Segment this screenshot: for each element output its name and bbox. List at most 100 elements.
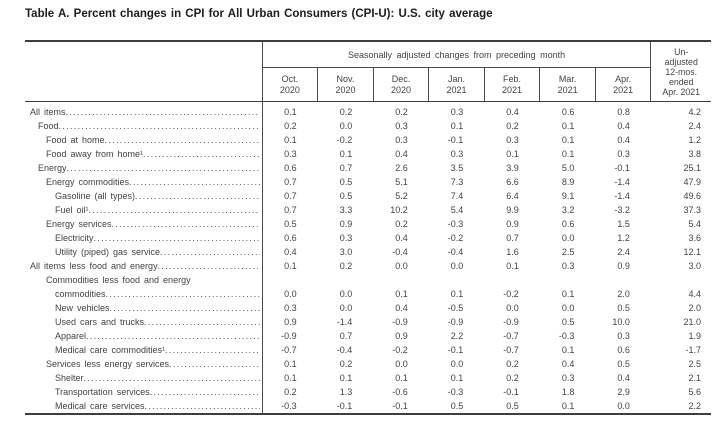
value-cell: -0.1 xyxy=(447,345,464,355)
value-cell: 0.3 xyxy=(284,149,297,159)
value-cell: 2.0 xyxy=(617,289,630,299)
row-label: Energy services xyxy=(46,219,112,229)
row-label: Commodities less food and energy xyxy=(46,275,191,285)
table-row: Energy services 0.5 0.9 0.2 -0.3 0.9 0.6 1.5 5.4 xyxy=(25,217,711,231)
value-cell: 0.3 xyxy=(561,261,575,271)
row-label-line: Food xyxy=(25,119,261,133)
value-cell: 37.3 xyxy=(683,205,701,215)
value-cell: 0.2 xyxy=(339,261,353,271)
value-cell: 0.7 xyxy=(506,233,519,243)
row-label-cell: Fuel oil¹ xyxy=(25,203,263,217)
dot-leader xyxy=(105,133,260,147)
value-cell: 0.3 xyxy=(617,149,630,159)
value-cell: 0.1 xyxy=(284,107,297,117)
value-cell: 0.2 xyxy=(284,387,297,397)
value-cell: 0.0 xyxy=(395,359,408,369)
row-label: Food away from home¹ xyxy=(46,149,144,159)
row-label-cell: New vehicles xyxy=(25,301,263,315)
dot-leader xyxy=(129,175,260,189)
value-cell: 2.0 xyxy=(688,303,701,313)
table-row: Electricity 0.6 0.3 0.4 -0.2 0.7 0.0 1.2 3.6 xyxy=(25,231,711,245)
value-cell: 2.5 xyxy=(561,247,575,257)
value-cell: 0.7 xyxy=(284,205,297,215)
value-cell: 0.3 xyxy=(395,135,408,145)
value-cell: 2.1 xyxy=(688,373,701,383)
value-cell: 0.3 xyxy=(450,107,464,117)
value-cell: 0.4 xyxy=(395,303,408,313)
row-label: All items xyxy=(30,107,66,117)
row-label: New vehicles xyxy=(55,303,110,313)
value-cell: 0.0 xyxy=(561,303,575,313)
value-cell: 0.5 xyxy=(339,177,353,187)
value-cell: 0.5 xyxy=(450,401,464,411)
value-cell: 0.1 xyxy=(284,135,297,145)
value-cell: 0.7 xyxy=(339,163,353,173)
value-cell: -0.2 xyxy=(503,289,519,299)
value-cell: 0.4 xyxy=(617,121,630,131)
dot-leader xyxy=(94,231,260,245)
value-cell: 5.1 xyxy=(395,177,408,187)
row-label-cell: Energy xyxy=(25,161,263,175)
row-label: All items less food and energy xyxy=(30,261,158,271)
row-label-line: Medical care services xyxy=(25,399,261,413)
row-label-cell: Used cars and trucks xyxy=(25,315,263,329)
value-cell: 0.0 xyxy=(450,359,464,369)
value-cell: 0.0 xyxy=(339,303,353,313)
row-label: Shelter xyxy=(55,373,84,383)
value-cell: 0.0 xyxy=(284,289,297,299)
row-label-line: All items xyxy=(25,105,261,119)
table-row: Energy commodities 0.7 0.5 5.1 7.3 6.6 8.9 -1.4… xyxy=(25,175,711,189)
value-cell: -0.3 xyxy=(447,219,464,229)
value-cell: 4.2 xyxy=(688,107,701,117)
value-cell: 0.5 xyxy=(506,401,519,411)
row-label-cell: Gasoline (all types) xyxy=(25,189,263,203)
row-label-cell: Electricity xyxy=(25,231,263,245)
value-cell: 0.4 xyxy=(561,359,575,369)
table-row: Food at home 0.1 -0.2 0.3 -0.1 0.3 0.1 0.4 1.2 xyxy=(25,133,711,147)
value-cell: 3.0 xyxy=(339,247,353,257)
value-cell: -0.4 xyxy=(336,345,353,355)
row-label-cell: All items xyxy=(25,101,263,119)
value-cell: 1.8 xyxy=(561,387,575,397)
value-cell: 0.3 xyxy=(395,121,408,131)
value-cell: 0.6 xyxy=(561,219,575,229)
value-cell: 0.9 xyxy=(617,261,630,271)
value-cell: -0.1 xyxy=(447,135,464,145)
value-cell: 1.2 xyxy=(688,135,701,145)
table-row: Food away from home¹ 0.3 0.1 0.4 0.3 0.1 0.1 0.… xyxy=(25,147,711,161)
value-cell: 0.2 xyxy=(506,121,519,131)
row-label-line: Transportation services xyxy=(25,385,261,399)
row-label-cell: All items less food and energy xyxy=(25,259,263,273)
row-label-cell: Medical care commodities¹ xyxy=(25,343,263,357)
value-cell: 0.1 xyxy=(561,121,575,131)
dot-leader xyxy=(135,189,260,203)
value-cell: 3.8 xyxy=(688,149,701,159)
row-label-line: Food away from home¹ xyxy=(25,147,261,161)
dot-leader xyxy=(143,147,260,161)
value-cell: 6.6 xyxy=(506,177,519,187)
row-label: Food xyxy=(38,121,59,131)
value-cell: 0.7 xyxy=(339,331,353,341)
value-cell: 0.9 xyxy=(284,317,297,327)
row-label-line: Electricity xyxy=(25,231,261,245)
row-label: Gasoline (all types) xyxy=(55,191,136,201)
table-row: Utility (piped) gas service 0.4 3.0 -0.4 -0.… xyxy=(25,245,711,259)
value-cell: 3.6 xyxy=(688,233,701,243)
value-cell: 10.2 xyxy=(390,205,408,215)
value-cell: 0.5 xyxy=(561,317,575,327)
value-cell: 0.4 xyxy=(506,107,519,117)
row-label-line: Fuel oil¹ xyxy=(25,203,261,217)
value-cell: -3.2 xyxy=(614,205,630,215)
value-cell: 3.2 xyxy=(561,205,575,215)
month-header-row: Oct. 2020 Nov. 2020 Dec. 2020 Jan. 2021 Feb.… xyxy=(25,67,711,102)
row-label-cell: Food away from home¹ xyxy=(25,147,263,161)
table-row: New vehicles 0.3 0.0 0.4 -0.5 0.0 0.0 0.5 2.0 xyxy=(25,301,711,315)
value-cell: 0.3 xyxy=(284,303,297,313)
value-cell: 0.2 xyxy=(506,373,519,383)
value-cell: 5.0 xyxy=(561,163,575,173)
value-cell: 0.0 xyxy=(561,233,575,243)
table-row: Shelter 0.1 0.1 0.1 0.1 0.2 0.3 0.4 2.1 xyxy=(25,371,711,385)
dot-leader xyxy=(84,371,260,385)
row-label: Transportation services xyxy=(55,387,150,397)
col-header-4: Feb. 2021 xyxy=(483,67,540,102)
